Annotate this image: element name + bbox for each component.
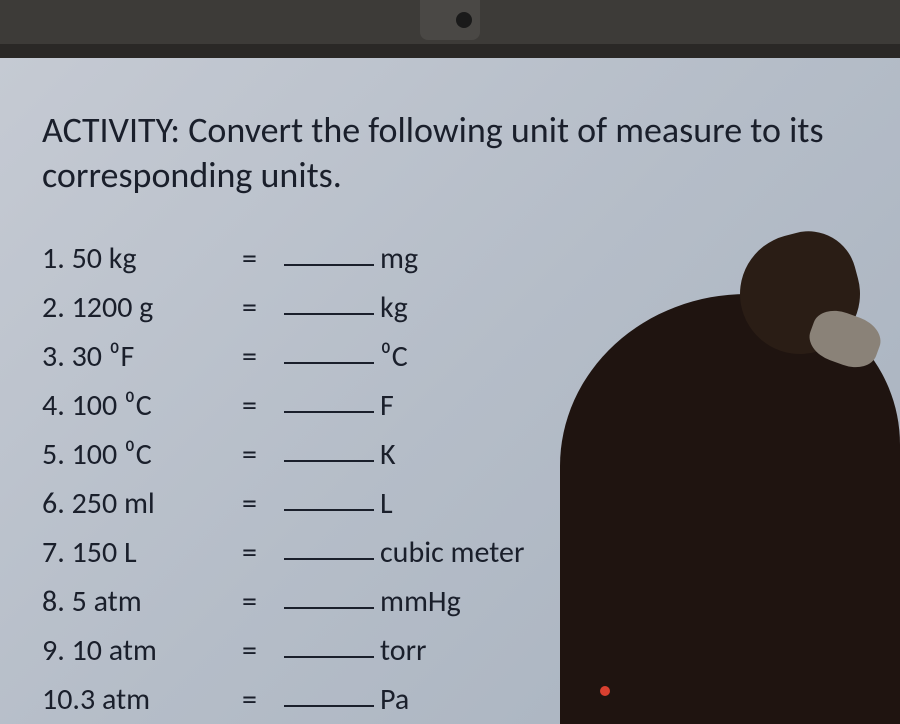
item-value: 7. 150 L (42, 530, 242, 575)
target-unit: Pa (380, 677, 409, 722)
activity-title: ACTIVITY: Convert the following unit of … (42, 108, 880, 198)
item-value: 2. 1200 g (42, 285, 242, 330)
equals-sign: = (242, 677, 282, 722)
target-unit: F (380, 383, 394, 428)
equals-sign: = (242, 628, 282, 673)
title-line-2: corresponding units. (42, 153, 342, 197)
item-value: 5. 100 ⁰C (42, 432, 242, 477)
monitor-top-bezel (0, 0, 900, 44)
answer-blank (284, 362, 374, 364)
item-value: 9. 10 atm (42, 628, 242, 673)
item-value: 8. 5 atm (42, 579, 242, 624)
target-unit: torr (380, 628, 427, 673)
equals-sign: = (242, 481, 282, 526)
item-value: 6. 250 ml (42, 481, 242, 526)
answer-blank (284, 411, 374, 413)
title-line-1: ACTIVITY: Convert the following unit of … (42, 108, 824, 152)
target-unit: mmHg (380, 579, 461, 624)
target-unit: kg (380, 285, 408, 330)
answer-blank (284, 558, 374, 560)
equals-sign: = (242, 579, 282, 624)
target-unit: cubic meter (380, 530, 524, 575)
equals-sign: = (242, 530, 282, 575)
equals-sign: = (242, 432, 282, 477)
target-unit: ⁰C (380, 334, 408, 379)
person-silhouette (560, 294, 900, 724)
equals-sign: = (242, 236, 282, 281)
item-value: 3. 30 ⁰F (42, 334, 242, 379)
item-value: 10.3 atm (42, 677, 242, 722)
equals-sign: = (242, 285, 282, 330)
answer-blank (284, 264, 374, 266)
screen-border (0, 44, 900, 58)
target-unit: mg (380, 236, 418, 281)
equals-sign: = (242, 334, 282, 379)
answer-blank (284, 705, 374, 707)
webcam (420, 0, 480, 40)
item-value: 1. 50 kg (42, 236, 242, 281)
answer-blank (284, 509, 374, 511)
item-value: 4. 100 ⁰C (42, 383, 242, 428)
target-unit: K (380, 432, 396, 477)
answer-blank (284, 607, 374, 609)
answer-blank (284, 656, 374, 658)
answer-blank (284, 313, 374, 315)
answer-blank (284, 460, 374, 462)
equals-sign: = (242, 383, 282, 428)
target-unit: L (380, 481, 393, 526)
laser-pointer-dot (600, 686, 610, 696)
